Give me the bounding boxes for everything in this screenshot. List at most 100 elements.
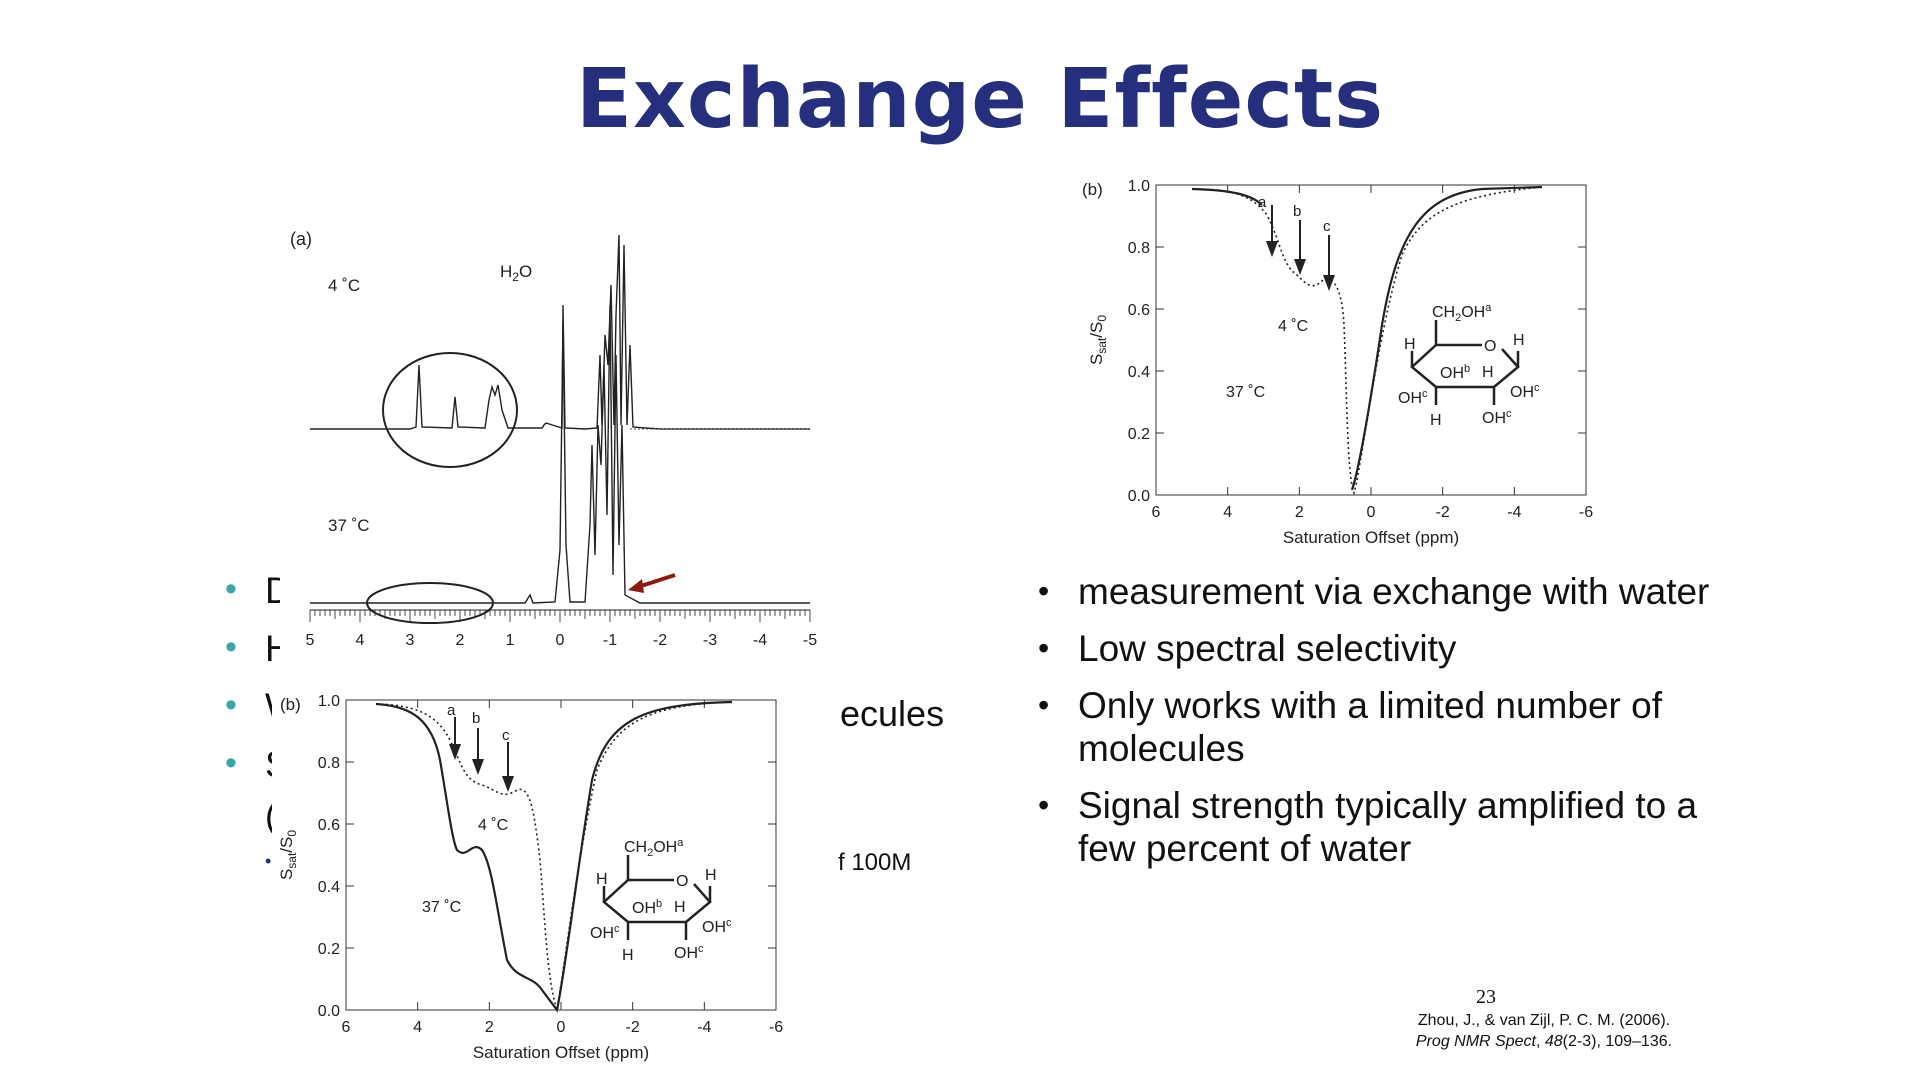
zr-ytick-label-1: 0.2 [1128, 426, 1150, 443]
glucose-ohb-label: OHb [1440, 363, 1470, 382]
citation-volume: 48 [1544, 1033, 1563, 1050]
nmr-x-tick-6: -1 [603, 632, 617, 649]
nmr-bottom-spectrum-line [310, 304, 810, 604]
zr-xtick-label-0: 6 [1152, 504, 1161, 521]
zl-ytick-label-5: 1.0 [318, 693, 340, 710]
zl-ytick-label-1: 0.2 [318, 941, 340, 958]
right-bullet-1: measurement via exchange with water [1038, 570, 1738, 613]
zl-ytick-label-0: 0.0 [318, 1003, 340, 1020]
citation-pages: (2-3), 109–136. [1562, 1033, 1673, 1050]
nmr-x-tick-3: 2 [456, 632, 465, 649]
citation-line-2: Prog NMR Spect, 48(2-3), 109–136. [1415, 1033, 1673, 1050]
zspec-left-label-c: c [502, 727, 510, 744]
zspec-right-arrow-a [1266, 205, 1278, 257]
glucose-ring-bond [1410, 344, 1520, 389]
zspec-right-arrow-b [1294, 220, 1306, 275]
nmr-x-tick-0: 5 [306, 632, 315, 649]
left-sub-bullet-fragment: f 100M [838, 849, 912, 876]
zspec-left-y-ticks: 0.0 0.2 0.4 0.6 0.8 1.0 [318, 693, 776, 1020]
right-bullet-3: Only works with a limited number of mole… [1038, 684, 1738, 770]
glucose-ohc-label: OHc [1510, 382, 1540, 401]
citation-line-1: Zhou, J., & van Zijl, P. C. M. (2006). [1417, 1012, 1671, 1029]
nmr-x-tick-5: 0 [556, 632, 565, 649]
zspec-left-solid-curve [375, 700, 733, 1013]
glucose-ohc-label: OHc [1482, 408, 1512, 427]
zr-xtick-label-2: 2 [1295, 504, 1304, 521]
zspec-left-arrow-b [472, 728, 484, 775]
zspec-right-label-a: a [1258, 194, 1267, 211]
nmr-x-tick-2: 3 [406, 632, 415, 649]
glucose-ring-bond [602, 879, 712, 924]
right-bullet-list: measurement via exchange with water Low … [1038, 570, 1738, 884]
nmr-x-tick-labels: 5 4 3 2 1 0 -1 -2 -3 -4 -5 [306, 632, 818, 649]
zspectrum-right-figure: (b) 0.0 0.2 0.4 0.6 0.8 1.0 6 4 2 0 -2 -4 -6 Ssat/S… [1082, 175, 1602, 555]
zl-xtick-label-1: 4 [413, 1019, 422, 1036]
glucose-h-label: H [674, 899, 686, 916]
glucose-ch2oh-label: CH2OHa [624, 837, 684, 859]
zl-xtick-label-2: 2 [485, 1019, 494, 1036]
glucose-ohc-label: OHc [702, 917, 732, 936]
glucose-ohc-label: OHc [674, 943, 704, 962]
zspec-right-y-axis-label: Ssat/S0 [1087, 315, 1109, 365]
zr-ytick-label-0: 0.0 [1128, 488, 1150, 505]
zspec-right-panel-label: (b) [1082, 180, 1103, 199]
nmr-water-peak-label: H2O [500, 262, 532, 284]
glucose-ring-o-label: O [676, 873, 688, 890]
zr-xtick-label-6: -6 [1579, 504, 1593, 521]
zspec-left-arrow-a [449, 717, 461, 760]
nmr-temp-bottom-label: 37 ˚C [328, 516, 370, 535]
left-sub-bullet-marker: • [265, 851, 272, 871]
zl-ytick-label-3: 0.6 [318, 817, 340, 834]
zr-xtick-label-4: -2 [1436, 504, 1450, 521]
red-arrow-icon [628, 573, 676, 593]
nmr-minor-ticks [309, 610, 811, 622]
zspec-left-x-ticks: 6 4 2 0 -2 -4 -6 [342, 700, 783, 1036]
zr-ytick-label-4: 0.8 [1128, 240, 1150, 257]
zspec-left-label-4c: 4 ˚C [478, 817, 508, 834]
zr-ytick-label-3: 0.6 [1128, 302, 1150, 319]
right-bullet-2: Low spectral selectivity [1038, 627, 1738, 670]
zspec-left-label-a: a [447, 702, 456, 719]
glucose-h-label: H [705, 867, 717, 884]
nmr-top-highlight-circle [382, 352, 518, 468]
glucose-ch2oh-label: CH2OHa [1432, 302, 1492, 324]
citation: Zhou, J., & van Zijl, P. C. M. (2006). P… [1364, 1010, 1724, 1052]
zspec-left-dotted-curve [375, 701, 733, 1011]
zl-xtick-label-0: 6 [342, 1019, 351, 1036]
right-bullet-4: Signal strength typically amplified to a… [1038, 784, 1738, 870]
zspectrum-left-figure: (b) 0.0 0.2 0.4 0.6 0.8 1.0 6 4 2 0 -2 -4 -6 Ssat/S… [272, 690, 792, 1070]
nmr-x-tick-1: 4 [356, 632, 365, 649]
citation-journal: Prog NMR Spect [1415, 1033, 1536, 1050]
zspec-left-x-axis-label: Saturation Offset (ppm) [473, 1043, 649, 1062]
zr-xtick-label-1: 4 [1223, 504, 1232, 521]
zspec-left-panel-label: (b) [280, 695, 301, 714]
zl-xtick-label-6: -6 [769, 1019, 783, 1036]
glucose-h-label: H [1404, 336, 1416, 353]
zspec-right-y-ticks: 0.0 0.2 0.4 0.6 0.8 1.0 [1128, 178, 1586, 505]
zl-ytick-label-2: 0.4 [318, 879, 340, 896]
glucose-ohb-label: OHb [632, 898, 662, 917]
glucose-h-label: H [1430, 412, 1442, 429]
nmr-panel-label: (a) [290, 229, 312, 249]
nmr-bottom-highlight-ellipse [366, 582, 494, 624]
glucose-ohc-label: OHc [590, 923, 620, 942]
zspec-right-label-c: c [1323, 218, 1331, 235]
zl-xtick-label-4: -2 [626, 1019, 640, 1036]
nmr-temp-top-label: 4 ˚C [328, 276, 360, 295]
zr-ytick-label-5: 1.0 [1128, 178, 1150, 195]
zspec-right-x-axis-label: Saturation Offset (ppm) [1283, 528, 1459, 547]
nmr-x-tick-10: -5 [803, 632, 817, 649]
zl-ytick-label-4: 0.8 [318, 755, 340, 772]
zr-ytick-label-2: 0.4 [1128, 364, 1150, 381]
page-number: 23 [1476, 986, 1496, 1008]
zspec-right-label-37c: 37 ˚C [1226, 384, 1265, 401]
glucose-ohc-label: OHc [1398, 388, 1428, 407]
zspec-left-label-37c: 37 ˚C [422, 899, 461, 916]
zl-xtick-label-5: -4 [697, 1019, 711, 1036]
zspec-right-label-4c: 4 ˚C [1278, 318, 1308, 335]
slide-title: Exchange Effects [575, 52, 1385, 147]
nmr-x-tick-4: 1 [506, 632, 515, 649]
zr-xtick-label-3: 0 [1367, 504, 1376, 521]
